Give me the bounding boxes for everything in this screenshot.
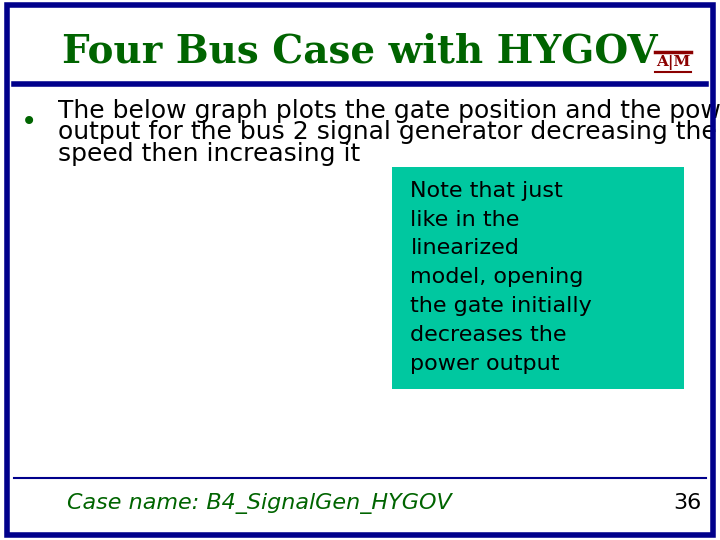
Text: 36: 36 (673, 493, 702, 514)
FancyBboxPatch shape (392, 167, 684, 389)
Text: •: • (21, 107, 37, 136)
Text: Note that just
like in the
linearized
model, opening
the gate initially
decrease: Note that just like in the linearized mo… (410, 181, 592, 374)
Text: Case name: B4_SignalGen_HYGOV: Case name: B4_SignalGen_HYGOV (67, 493, 451, 514)
Text: Four Bus Case with HYGOV: Four Bus Case with HYGOV (62, 32, 658, 70)
Text: speed then increasing it: speed then increasing it (58, 142, 360, 166)
Text: A|M: A|M (656, 55, 690, 70)
Text: output for the bus 2 signal generator decreasing the: output for the bus 2 signal generator de… (58, 120, 716, 144)
Text: The below graph plots the gate position and the power: The below graph plots the gate position … (58, 99, 720, 123)
